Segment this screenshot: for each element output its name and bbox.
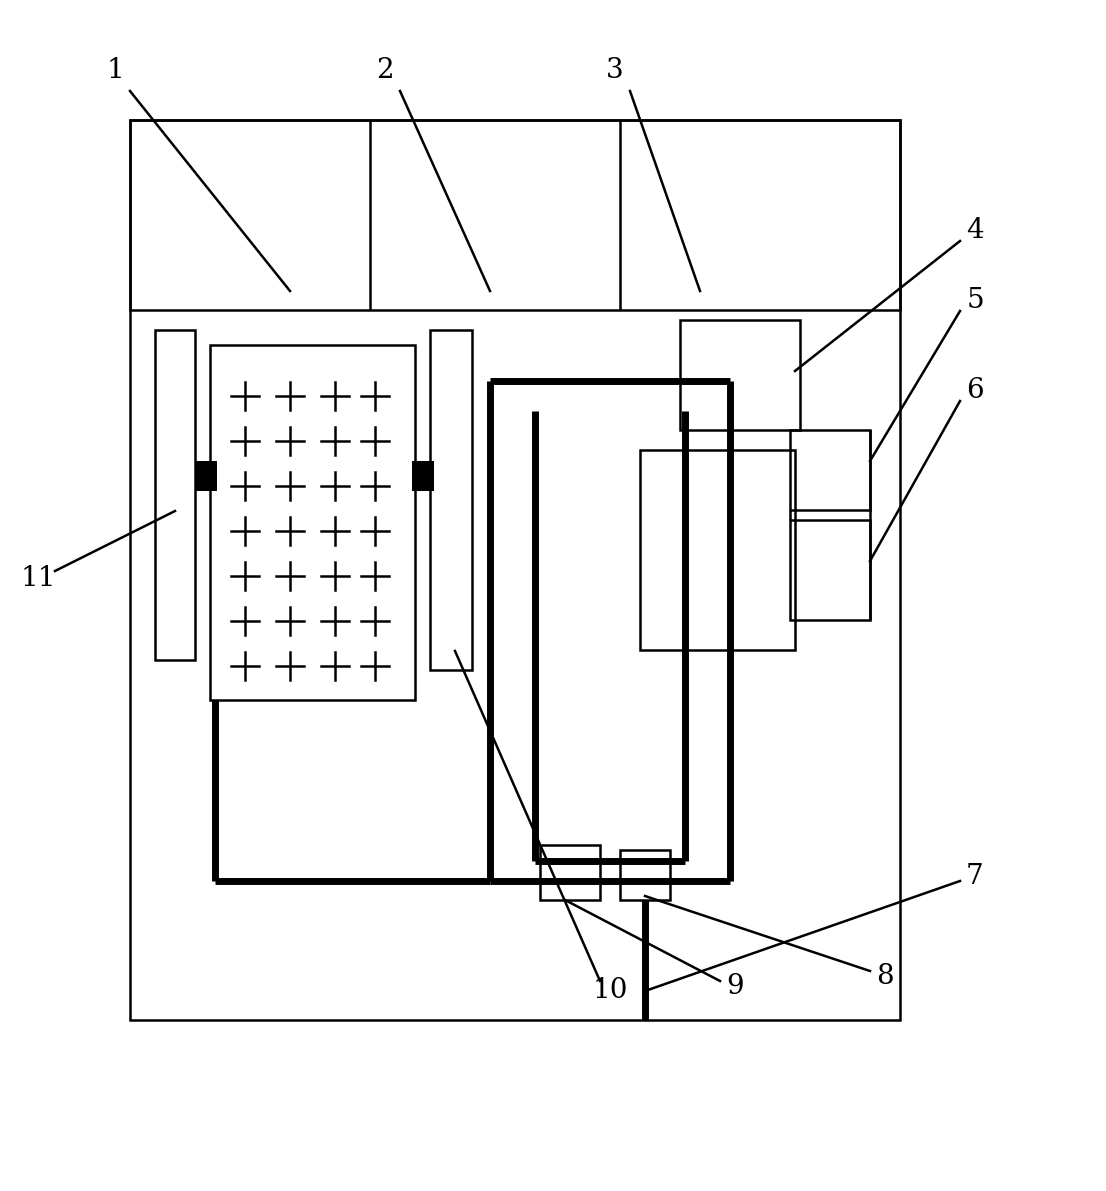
Text: 8: 8 bbox=[876, 962, 894, 990]
Text: 7: 7 bbox=[967, 862, 984, 890]
Text: 5: 5 bbox=[967, 287, 984, 314]
Text: 2: 2 bbox=[376, 57, 394, 85]
Bar bbox=[790, 520, 870, 621]
Bar bbox=[790, 430, 870, 510]
Bar bbox=[131, 120, 900, 1019]
Bar bbox=[680, 320, 800, 430]
Bar bbox=[640, 450, 795, 650]
Bar bbox=[540, 844, 599, 900]
Text: 3: 3 bbox=[606, 57, 624, 85]
Text: 6: 6 bbox=[967, 378, 984, 405]
Text: 9: 9 bbox=[727, 973, 744, 999]
Bar bbox=[210, 345, 415, 700]
Text: 4: 4 bbox=[967, 218, 984, 244]
Bar bbox=[155, 330, 195, 660]
Text: 11: 11 bbox=[20, 566, 55, 592]
Bar bbox=[131, 120, 900, 310]
Bar bbox=[620, 850, 670, 900]
Bar bbox=[195, 461, 217, 491]
Text: 10: 10 bbox=[592, 978, 628, 1004]
Bar bbox=[413, 461, 434, 491]
Text: 1: 1 bbox=[106, 57, 124, 85]
Bar bbox=[430, 330, 472, 671]
